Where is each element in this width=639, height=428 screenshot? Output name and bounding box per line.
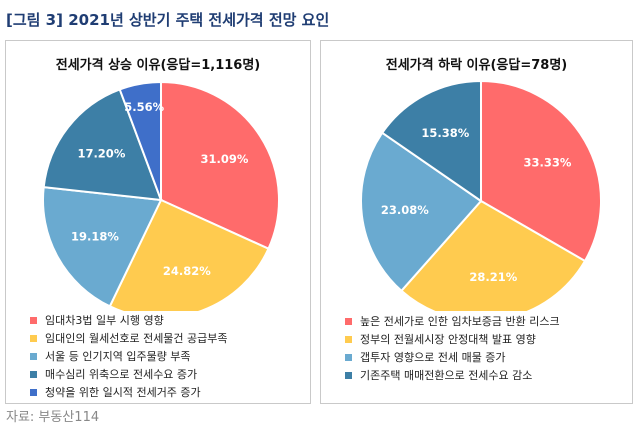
- legend-label: 서울 등 인기지역 입주물량 부족: [45, 349, 191, 363]
- pie-slice: [160, 80, 280, 251]
- legend-swatch: [30, 388, 37, 396]
- slice-value-label: 24.82%: [163, 264, 211, 278]
- pie-slice: [360, 131, 483, 293]
- legend-swatch: [30, 316, 37, 324]
- chart-panel-rise: 전세가격 상승 이유(응답=1,116명) 31.09% 24.82% 19.18%…: [5, 40, 311, 404]
- legend-swatch: [30, 334, 37, 342]
- legend-label: 임대인의 월세선호로 전세물건 공급부족: [45, 331, 228, 345]
- legend-item: 정부의 전월세시장 안정대책 발표 영향: [345, 330, 560, 348]
- pie-slice: [108, 198, 270, 311]
- legend-swatch: [345, 371, 352, 379]
- chart-panel-fall: 전세가격 하락 이유(응답=78명) 33.33% 28.21% 23.08% 15.…: [320, 40, 633, 404]
- legend-swatch: [345, 317, 352, 325]
- slice-value-label: 17.20%: [77, 147, 125, 161]
- slice-value-label: 23.08%: [381, 203, 429, 217]
- legend-item: 매수심리 위축으로 전세수요 증가: [30, 365, 228, 383]
- pie-chart-rise: 31.09% 24.82% 19.18% 17.20% 5.56%: [42, 80, 280, 311]
- legend-item: 기존주택 매매전환으로 전세수요 감소: [345, 366, 560, 384]
- pie-slice: [42, 88, 163, 202]
- legend-item: 서울 등 인기지역 입주물량 부족: [30, 347, 228, 365]
- pie-slice: [400, 199, 587, 311]
- slice-value-label: 28.21%: [469, 270, 517, 284]
- slice-value-label: 15.38%: [421, 126, 469, 140]
- legend-item: 청약을 위한 일시적 전세거주 증가: [30, 383, 228, 401]
- legend-label: 임대차3법 일부 시행 영향: [45, 313, 164, 327]
- slice-value-label: 31.09%: [201, 152, 249, 166]
- legend-label: 매수심리 위축으로 전세수요 증가: [45, 367, 198, 381]
- source-note: 자료: 부동산114: [6, 410, 100, 425]
- legend-swatch: [30, 352, 37, 360]
- legend-label: 청약을 위한 일시적 전세거주 증가: [45, 385, 201, 399]
- legend-label: 정부의 전월세시장 안정대책 발표 영향: [360, 332, 536, 346]
- legend-swatch: [30, 370, 37, 378]
- legend-swatch: [345, 335, 352, 343]
- legend-item: 임대차3법 일부 시행 영향: [30, 311, 228, 329]
- legend-label: 높은 전세가로 인한 임차보증금 반환 리스크: [360, 314, 560, 328]
- figure-title: [그림 3] 2021년 상반기 주택 전세가격 전망 요인: [6, 11, 330, 29]
- legend-label: 갭투자 영향으로 전세 매물 증가: [360, 350, 506, 364]
- legend-label: 기존주택 매매전환으로 전세수요 감소: [360, 368, 533, 382]
- pie-slice: [42, 186, 163, 308]
- slice-value-label: 5.56%: [124, 100, 164, 114]
- legend-swatch: [345, 353, 352, 361]
- legend-item: 갭투자 영향으로 전세 매물 증가: [345, 348, 560, 366]
- pie-slice: [380, 79, 482, 203]
- legend-item: 임대인의 월세선호로 전세물건 공급부족: [30, 329, 228, 347]
- chart-title-rise: 전세가격 상승 이유(응답=1,116명): [55, 58, 261, 73]
- pie-slice: [118, 80, 162, 201]
- legend-item: 높은 전세가로 인한 임차보증금 반환 리스크: [345, 312, 560, 330]
- slice-value-label: 33.33%: [524, 156, 572, 170]
- slice-value-label: 19.18%: [71, 230, 119, 244]
- chart-title-fall: 전세가격 하락 이유(응답=78명): [385, 58, 568, 73]
- pie-slice: [480, 79, 603, 263]
- pie-chart-fall: 33.33% 28.21% 23.08% 15.38%: [360, 79, 603, 311]
